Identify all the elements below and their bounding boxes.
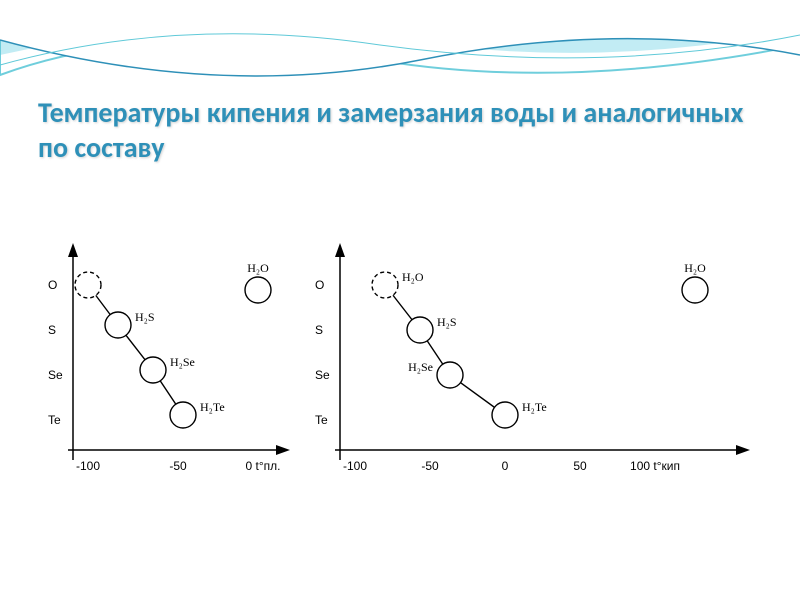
svg-text:0: 0 [502,459,509,473]
svg-text:S: S [315,323,323,337]
svg-text:H₂S: H₂S [437,315,457,329]
left-outlier: H₂O [245,261,271,303]
left-y-ticks: O S Se Te [48,278,63,427]
svg-text:H₂Te: H₂Te [200,400,225,414]
svg-text:-100: -100 [343,459,367,473]
right-y-ticks: O S Se Te [315,278,330,427]
svg-text:50: 50 [573,459,587,473]
svg-text:H₂Te: H₂Te [522,400,547,414]
left-series: H₂S H₂Se H₂Te [75,272,225,428]
svg-text:-50: -50 [169,459,187,473]
svg-text:-50: -50 [421,459,439,473]
slide-title: Температуры кипения и замерзания воды и … [38,95,760,165]
right-x-ticks: -100 -50 0 50 100 t°кип [343,459,680,473]
svg-text:H₂Se: H₂Se [408,360,433,374]
svg-text:100 t°кип: 100 t°кип [630,459,680,473]
boiling-point-chart: O S Se Te -100 -50 0 50 100 t°кип H₂O H₂S H₂Se H₂T… [305,235,760,500]
svg-text:H₂O: H₂O [247,261,269,275]
svg-text:0 t°пл.: 0 t°пл. [246,459,281,473]
svg-text:S: S [48,323,56,337]
right-outlier: H₂O [682,261,708,303]
svg-text:Se: Se [48,368,63,382]
svg-text:H₂S: H₂S [135,310,155,324]
melting-point-chart: O S Se Te -100 -50 0 t°пл. H₂S H₂Se H₂Te H₂O [38,235,298,500]
svg-text:H₂O: H₂O [684,261,706,275]
svg-text:Se: Se [315,368,330,382]
svg-text:-100: -100 [76,459,100,473]
svg-text:H₂O: H₂O [402,270,424,284]
svg-text:H₂Se: H₂Se [170,355,195,369]
svg-text:Te: Te [48,413,61,427]
right-series: H₂O H₂S H₂Se H₂Te [372,270,547,428]
svg-text:Te: Te [315,413,328,427]
left-x-ticks: -100 -50 0 t°пл. [76,459,281,473]
svg-text:O: O [48,278,57,292]
svg-text:O: O [315,278,324,292]
